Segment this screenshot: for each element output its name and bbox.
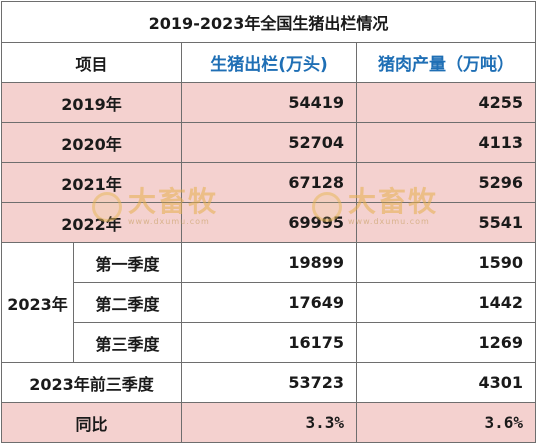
header-pork: 猪肉产量（万吨）	[355, 42, 537, 83]
quarter-label: 第二季度	[73, 282, 182, 323]
hogs-value: 54419	[181, 82, 357, 123]
row-label: 2021年	[1, 162, 182, 203]
pork-value: 5541	[355, 202, 537, 243]
header-item: 项目	[1, 42, 182, 83]
pork-value: 4255	[355, 82, 537, 123]
row-label: 2019年	[1, 82, 182, 123]
row-label: 2022年	[1, 202, 182, 243]
row-label: 2020年	[1, 122, 182, 163]
hogs-value: 19899	[181, 242, 357, 283]
table-row: 第二季度 17649 1442	[2, 282, 537, 323]
table-title: 2019-2023年全国生猪出栏情况	[0, 1, 537, 43]
pork-value: 5296	[355, 162, 537, 203]
pork-value: 1269	[355, 322, 537, 363]
table-row: 2021年 67128 5296	[1, 162, 537, 203]
header-hogs: 生猪出栏(万头)	[181, 42, 357, 83]
row-label: 同比	[1, 402, 182, 443]
hogs-value: 3.3%	[181, 402, 357, 443]
table-row: 2022年 69995 5541	[1, 202, 537, 243]
year-2023-label: 2023年	[1, 242, 74, 363]
pork-value: 1590	[355, 242, 537, 283]
hogs-value: 67128	[181, 162, 357, 203]
table-row: 2023年前三季度 53723 4301	[1, 362, 537, 403]
pork-value: 4301	[355, 362, 537, 403]
hogs-value: 16175	[181, 322, 357, 363]
table-row: 2020年 52704 4113	[1, 122, 537, 163]
table-row: 同比 3.3% 3.6%	[1, 402, 537, 443]
row-label: 2023年前三季度	[1, 362, 182, 403]
pork-value: 1442	[355, 282, 537, 323]
table-row: 2023年 第一季度 19899 1590	[1, 242, 537, 363]
hogs-value: 17649	[181, 282, 357, 323]
hogs-value: 52704	[181, 122, 357, 163]
quarter-label: 第三季度	[73, 322, 182, 363]
hogs-value: 53723	[181, 362, 357, 403]
table-row: 第三季度 16175 1269	[2, 322, 537, 363]
quarter-label: 第一季度	[73, 242, 182, 283]
pork-value: 3.6%	[355, 402, 537, 443]
pork-value: 4113	[355, 122, 537, 163]
table-row: 2019年 54419 4255	[1, 82, 537, 123]
hogs-value: 69995	[181, 202, 357, 243]
